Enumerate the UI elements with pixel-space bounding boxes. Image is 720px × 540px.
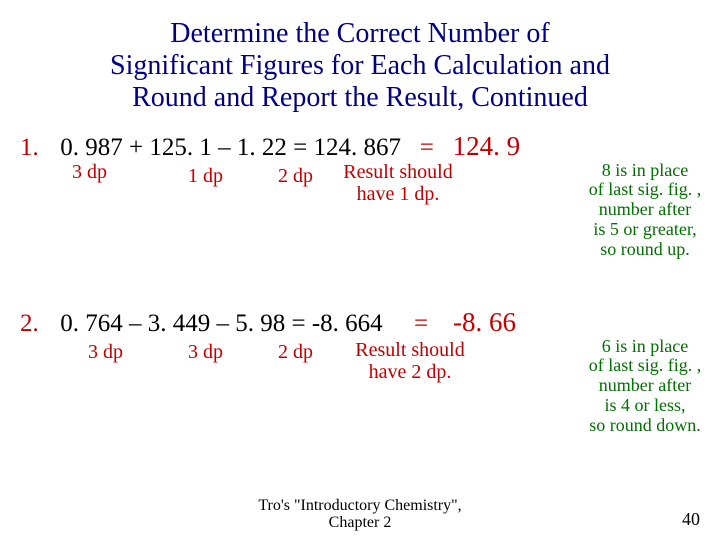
p1-explanation: 8 is in place of last sig. fig. , number… (570, 161, 720, 260)
p2-exp-l3: number after (599, 375, 691, 395)
p2-rule-l1: Result should (355, 339, 464, 361)
p1-rule: Result should have 1 dp. (328, 161, 468, 205)
p2-dp3: 2 dp (278, 341, 313, 363)
footer-line-1: Tro's "Introductory Chemistry", (258, 497, 461, 514)
footer-citation: Tro's "Introductory Chemistry", Chapter … (0, 497, 720, 532)
p2-exp-l5: so round down. (589, 415, 701, 435)
p2-dp2: 3 dp (188, 341, 223, 363)
p2-rule-l2: have 2 dp. (369, 361, 452, 383)
p1-rule-l1: Result should (343, 161, 452, 183)
problem-1-expression: 0. 987 + 125. 1 – 1. 22 = 124. 867 (60, 134, 401, 161)
problems-container: 1. 0. 987 + 125. 1 – 1. 22 = 124. 867 = … (0, 131, 720, 477)
slide-title: Determine the Correct Number of Signific… (0, 0, 720, 125)
problem-2-line: 2. 0. 764 – 3. 449 – 5. 98 = -8. 664 = -… (20, 307, 700, 338)
p2-rule: Result should have 2 dp. (340, 339, 480, 383)
p2-exp-l2: of last sig. fig. , (589, 355, 702, 375)
problem-2: 2. 0. 764 – 3. 449 – 5. 98 = -8. 664 = -… (20, 307, 700, 477)
p1-exp-l3: number after (599, 199, 691, 219)
p2-explanation: 6 is in place of last sig. fig. , number… (570, 337, 720, 436)
p1-dp1: 3 dp (72, 161, 107, 183)
p1-rule-l2: have 1 dp. (357, 183, 440, 205)
problem-2-expression: 0. 764 – 3. 449 – 5. 98 = -8. 664 (60, 310, 382, 337)
problem-1-number: 1. (20, 134, 54, 162)
problem-1-equals: = (420, 134, 434, 162)
problem-1: 1. 0. 987 + 125. 1 – 1. 22 = 124. 867 = … (20, 131, 700, 301)
p1-dp2: 1 dp (188, 165, 223, 187)
page-number: 40 (682, 509, 700, 530)
problem-1-answer: 124. 9 (453, 131, 521, 161)
p2-exp-l4: is 4 or less, (605, 395, 686, 415)
problem-2-answer: -8. 66 (453, 307, 516, 337)
footer-line-2: Chapter 2 (329, 514, 392, 531)
problem-2-equals: = (414, 310, 428, 338)
title-line-2: Significant Figures for Each Calculation… (110, 50, 610, 81)
title-line-3: Round and Report the Result, Continued (132, 82, 588, 113)
p1-dp3: 2 dp (278, 165, 313, 187)
title-line-1: Determine the Correct Number of (170, 18, 549, 49)
p1-exp-l4: is 5 or greater, (593, 219, 696, 239)
p1-exp-l2: of last sig. fig. , (589, 179, 702, 199)
p2-exp-l1: 6 is in place (602, 336, 688, 356)
problem-2-number: 2. (20, 310, 54, 338)
p2-dp1: 3 dp (88, 341, 123, 363)
p1-exp-l1: 8 is in place (602, 160, 688, 180)
p1-exp-l5: so round up. (600, 239, 690, 259)
problem-1-line: 1. 0. 987 + 125. 1 – 1. 22 = 124. 867 = … (20, 131, 700, 162)
